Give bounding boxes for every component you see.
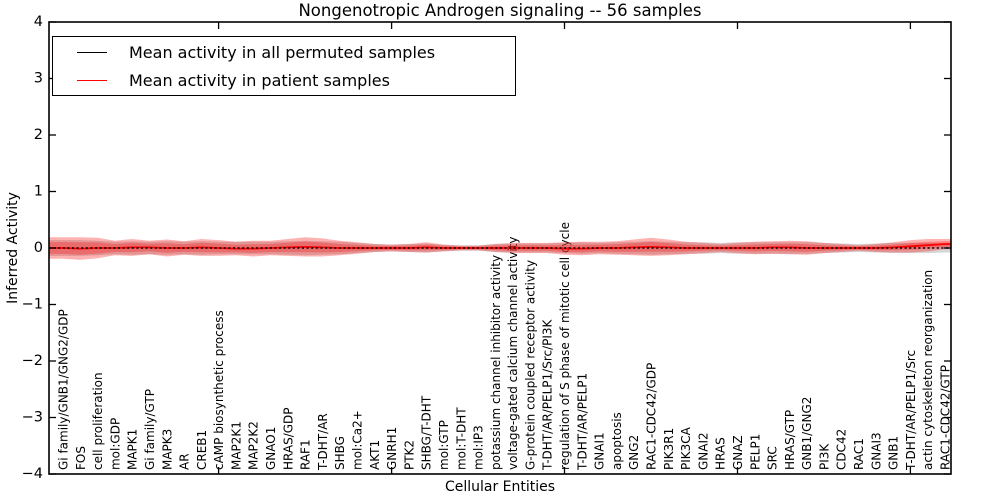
x-category-label: AR	[178, 453, 192, 470]
x-category-label: GNAZ	[731, 435, 745, 470]
x-category-label: SHBG	[333, 436, 347, 470]
x-category-label: CDC42	[835, 429, 849, 470]
y-tick-label: −1	[22, 297, 43, 313]
x-category-label: actin cytoskeleton reorganization	[921, 270, 935, 470]
x-category-label: T-DHT/AR/PELP1	[575, 373, 589, 471]
y-tick-label: −2	[22, 353, 43, 369]
x-category-label: T-DHT/AR/PELP1/Src	[904, 350, 918, 471]
x-category-label: MAP2K1	[229, 421, 243, 470]
x-axis-title: Cellular Entities	[444, 479, 556, 495]
legend-item-permuted: Mean activity in all permuted samples	[53, 39, 515, 65]
x-category-label: HRAS/GDP	[281, 407, 295, 470]
legend: Mean activity in all permuted samples Me…	[52, 36, 516, 96]
legend-label-patient: Mean activity in patient samples	[129, 70, 390, 90]
x-category-label: GNAI1	[593, 432, 607, 470]
x-category-label: FOS	[74, 446, 88, 470]
y-axis-title: Inferred Activity	[5, 192, 21, 304]
x-category-label: GNB1/GNG2	[800, 397, 814, 470]
x-category-label: G-protein coupled receptor activity	[523, 260, 537, 470]
x-category-label: GNG2	[627, 435, 641, 470]
y-tick-label: 3	[34, 71, 43, 87]
legend-line-sample-black	[77, 51, 107, 53]
x-category-label: CREB1	[195, 430, 209, 470]
x-category-label: PTK2	[402, 440, 416, 470]
x-category-label: mol:GTP	[437, 420, 451, 470]
x-category-label: voltage-gated calcium channel activity	[506, 236, 520, 470]
y-tick-label: −4	[22, 466, 43, 482]
x-category-label: regulation of S phase of mitotic cell cy…	[558, 222, 572, 470]
chart-title: Nongenotropic Androgen signaling -- 56 s…	[298, 1, 702, 20]
x-category-label: GNAO1	[264, 427, 278, 470]
x-category-label: mol:GDP	[108, 418, 122, 470]
x-category-label: PELP1	[748, 434, 762, 470]
x-category-label: MAPK1	[126, 429, 140, 470]
x-category-label: SHBG/T-DHT	[420, 395, 434, 470]
x-category-label: T-DHT/AR/PELP1/Src/PI3K	[541, 318, 555, 471]
x-category-label: mol:Ca2+	[351, 410, 365, 470]
x-category-label: MAPK3	[160, 429, 174, 470]
y-tick-label: 0	[34, 240, 43, 256]
x-category-label: AKT1	[368, 440, 382, 470]
x-category-label: PIK3R1	[662, 428, 676, 470]
x-category-label: PI3K	[817, 443, 831, 470]
legend-line-sample-red	[77, 79, 107, 81]
x-category-label: mol:IP3	[472, 425, 486, 470]
legend-label-permuted: Mean activity in all permuted samples	[129, 42, 436, 62]
y-tick-label: 1	[34, 184, 43, 200]
x-category-label: GNAI3	[869, 432, 883, 470]
x-category-label: T-DHT/AR	[316, 413, 330, 471]
x-category-label: RAF1	[299, 439, 313, 470]
x-category-label: RAC1	[852, 438, 866, 470]
x-category-label: Gi family/GNB1/GNG2/GDP	[57, 309, 71, 470]
x-category-label: potassium channel inhibitor activity	[489, 255, 503, 470]
x-category-label: GNAI2	[696, 432, 710, 470]
x-category-label: SRC	[766, 446, 780, 470]
x-category-label: MAP2K2	[247, 421, 261, 470]
x-category-label: Gi family/GTP	[143, 389, 157, 470]
x-category-label: PIK3CA	[679, 426, 693, 470]
x-category-label: apoptosis	[610, 412, 624, 470]
x-category-label: mol:T-DHT	[454, 407, 468, 470]
y-tick-label: 4	[34, 14, 43, 30]
x-category-label: HRAS	[714, 437, 728, 470]
x-category-label: cAMP biosynthetic process	[212, 310, 226, 470]
legend-item-patient: Mean activity in patient samples	[53, 67, 515, 93]
y-tick-label: −3	[22, 410, 43, 426]
x-category-label: GNB1	[887, 436, 901, 470]
x-category-label: cell proliferation	[91, 372, 105, 470]
x-category-label: HRAS/GTP	[783, 410, 797, 470]
x-category-label: GNRH1	[385, 427, 399, 470]
y-tick-label: 2	[34, 127, 43, 143]
x-category-label: RAC1-CDC42/GDP	[645, 363, 659, 470]
